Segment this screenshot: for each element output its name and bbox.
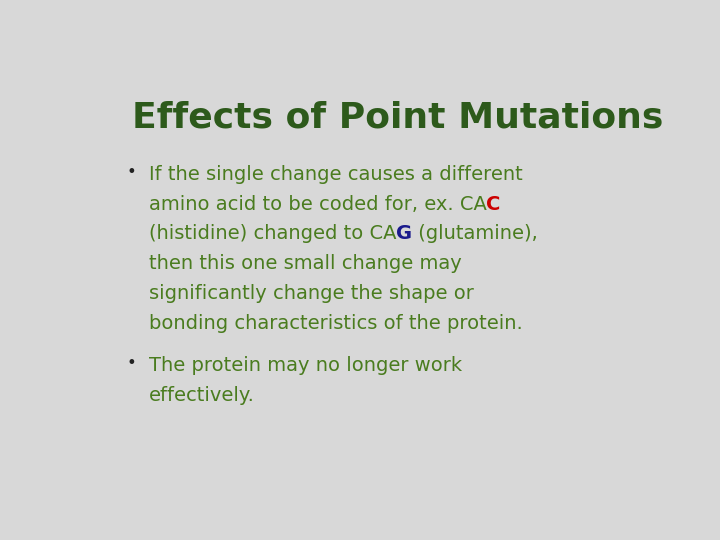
- Text: effectively.: effectively.: [148, 386, 254, 405]
- Text: then this one small change may: then this one small change may: [148, 254, 462, 273]
- Text: •: •: [126, 354, 136, 372]
- Text: significantly change the shape or: significantly change the shape or: [148, 285, 474, 303]
- Text: The protein may no longer work: The protein may no longer work: [148, 356, 462, 375]
- Text: (histidine) changed to CA: (histidine) changed to CA: [148, 225, 396, 244]
- Text: If the single change causes a different: If the single change causes a different: [148, 165, 522, 184]
- Text: G: G: [396, 225, 413, 244]
- Text: C: C: [487, 194, 501, 213]
- Text: amino acid to be coded for, ex. CA: amino acid to be coded for, ex. CA: [148, 194, 487, 213]
- Text: (glutamine),: (glutamine),: [413, 225, 538, 244]
- Text: •: •: [126, 163, 136, 180]
- Text: bonding characteristics of the protein.: bonding characteristics of the protein.: [148, 314, 522, 333]
- Text: Effects of Point Mutations: Effects of Point Mutations: [132, 100, 663, 134]
